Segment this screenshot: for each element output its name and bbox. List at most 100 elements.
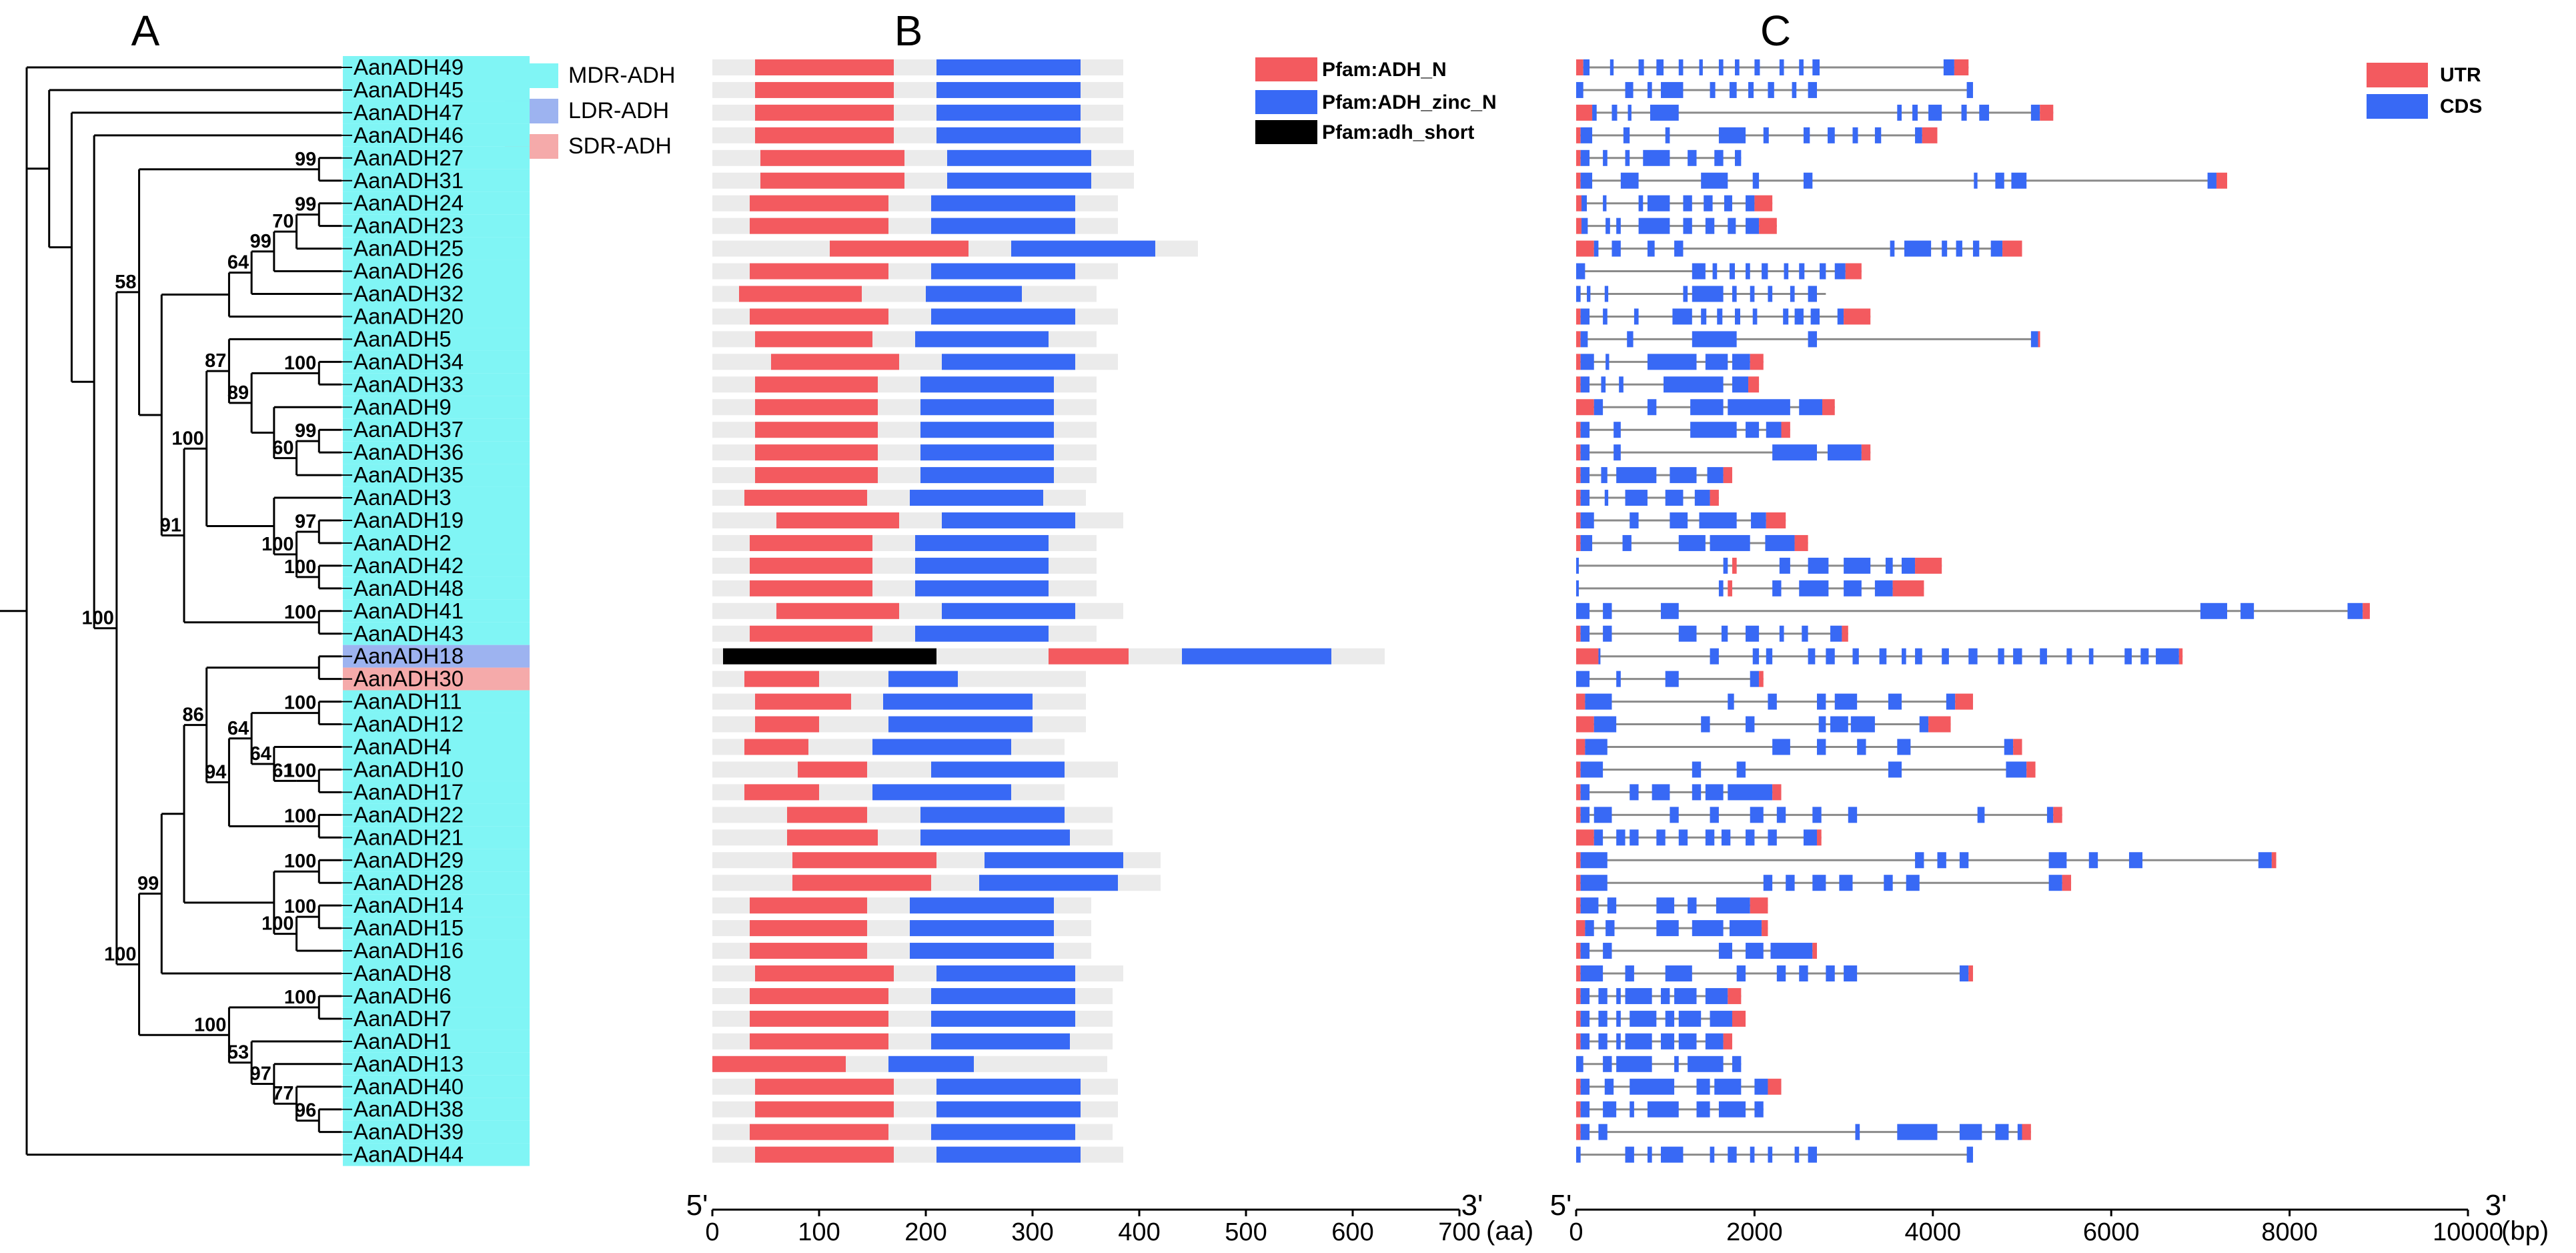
cds-block [1576, 557, 1579, 574]
cds-block [1812, 59, 1820, 75]
utr-block [1576, 761, 1581, 778]
cds-block [1647, 354, 1697, 370]
cds-block [1690, 422, 1737, 438]
domain-adh-zinc-n [942, 512, 1075, 528]
cds-block [1647, 195, 1670, 212]
gene-label: AanADH12 [354, 712, 464, 737]
domain-adh-n [750, 1033, 888, 1050]
gene-label: AanADH32 [354, 282, 464, 306]
cds-block [1852, 127, 1858, 143]
cds-block [1643, 149, 1670, 166]
cds-block [1906, 875, 1920, 891]
utr-block [1728, 580, 1732, 596]
axis-aa-tick-label: 700 [1438, 1218, 1480, 1246]
cds-block [1699, 512, 1737, 528]
cds-block [1784, 263, 1789, 280]
cds-block [1752, 648, 1760, 665]
axis-bp-tick-label: 10000 [2433, 1218, 2503, 1246]
cds-block [2006, 761, 2027, 778]
utr-block [1576, 376, 1581, 393]
gene-label-bg [343, 396, 530, 419]
legend-label-adh-short: Pfam:adh_short [1322, 121, 1474, 143]
domain-adh-n [755, 422, 878, 438]
domain-adh-n [776, 512, 899, 528]
domain-legend: Pfam:ADH_N Pfam:ADH_zinc_N Pfam:adh_shor… [1255, 57, 1497, 144]
gene-label-bg [343, 781, 530, 804]
domain-adh-zinc-n [936, 1101, 1081, 1118]
utr-block [2013, 739, 2022, 755]
utr-block [1576, 240, 1594, 257]
cds-block [1705, 784, 1724, 801]
cds-block [1688, 1056, 1724, 1072]
cds-block [1723, 557, 1728, 574]
gene-label-bg [343, 418, 530, 442]
cds-block [1630, 1010, 1657, 1027]
cds-block [1661, 602, 1679, 619]
domain-adh-zinc-n [936, 59, 1081, 75]
cds-block [1705, 354, 1728, 370]
gene-label: AanADH35 [354, 462, 464, 487]
cds-block [1580, 1078, 1590, 1095]
utr-block [1766, 512, 1786, 528]
utr-block [1748, 376, 1760, 393]
gene-label-bg [343, 713, 530, 736]
utr-block [1576, 512, 1581, 528]
domain-adh-n [760, 149, 904, 166]
utr-block [1576, 987, 1581, 1004]
legend-swatch-adh-zinc-n [1255, 90, 1317, 114]
gene-label: AanADH3 [354, 485, 452, 510]
cds-block [1580, 1010, 1590, 1027]
legend-label-ldr: LDR-ADH [568, 98, 669, 123]
cds-block [1786, 875, 1795, 891]
domain-adh-zinc-n [931, 761, 1065, 778]
cds-block [1656, 897, 1675, 914]
gene-label-bg [343, 1029, 530, 1053]
utr-block [1768, 1078, 1782, 1095]
cds-block [1692, 263, 1706, 280]
domain-adh-n [755, 1146, 894, 1163]
cds-block [1630, 829, 1639, 846]
bootstrap-value: 61 [272, 760, 293, 781]
cds-block [1603, 602, 1612, 619]
utr-block [1968, 965, 1973, 981]
utr-block [1759, 218, 1777, 234]
cds-block [1746, 943, 1764, 959]
cds-block [2048, 852, 2067, 869]
cds-block [1650, 104, 1679, 121]
cds-block [1587, 286, 1591, 302]
cds-block [1585, 739, 1607, 755]
cds-block [1802, 625, 1808, 642]
axis-aa-tick-label: 400 [1118, 1218, 1160, 1246]
axis-aa-tick-label: 600 [1331, 1218, 1373, 1246]
gene-label: AanADH27 [354, 145, 464, 170]
domain-adh-zinc-n [931, 195, 1075, 212]
utr-block [1710, 490, 1719, 506]
cds-block [1661, 81, 1684, 98]
gene-label-bg [343, 758, 530, 781]
domain-adh-n [744, 671, 819, 687]
utr-block [1750, 897, 1768, 914]
cds-block [1915, 648, 1922, 665]
cds-block [1604, 1078, 1614, 1095]
domain-adh-zinc-n [888, 671, 958, 687]
cds-block [1712, 263, 1718, 280]
cds-block [1576, 286, 1581, 302]
gene-label-bg [343, 123, 530, 147]
cds-block [1665, 671, 1679, 687]
axis-bp-tick-label: 8000 [2261, 1218, 2318, 1246]
cds-block [1915, 852, 1924, 869]
gene-label: AanADH33 [354, 372, 464, 396]
utr-block [1576, 716, 1594, 733]
cds-block [1604, 490, 1609, 506]
cds-block [1912, 104, 1918, 121]
gene-label-bg [343, 328, 530, 351]
domain-adh-zinc-n [947, 172, 1091, 189]
domain-adh-n [776, 602, 899, 619]
domain-adh-n [750, 920, 867, 937]
cds-block [1792, 81, 1797, 98]
gene-label-bg [343, 576, 530, 600]
cds-block [1580, 422, 1590, 438]
cds-block [1834, 263, 1846, 280]
cds-block [1614, 444, 1621, 461]
